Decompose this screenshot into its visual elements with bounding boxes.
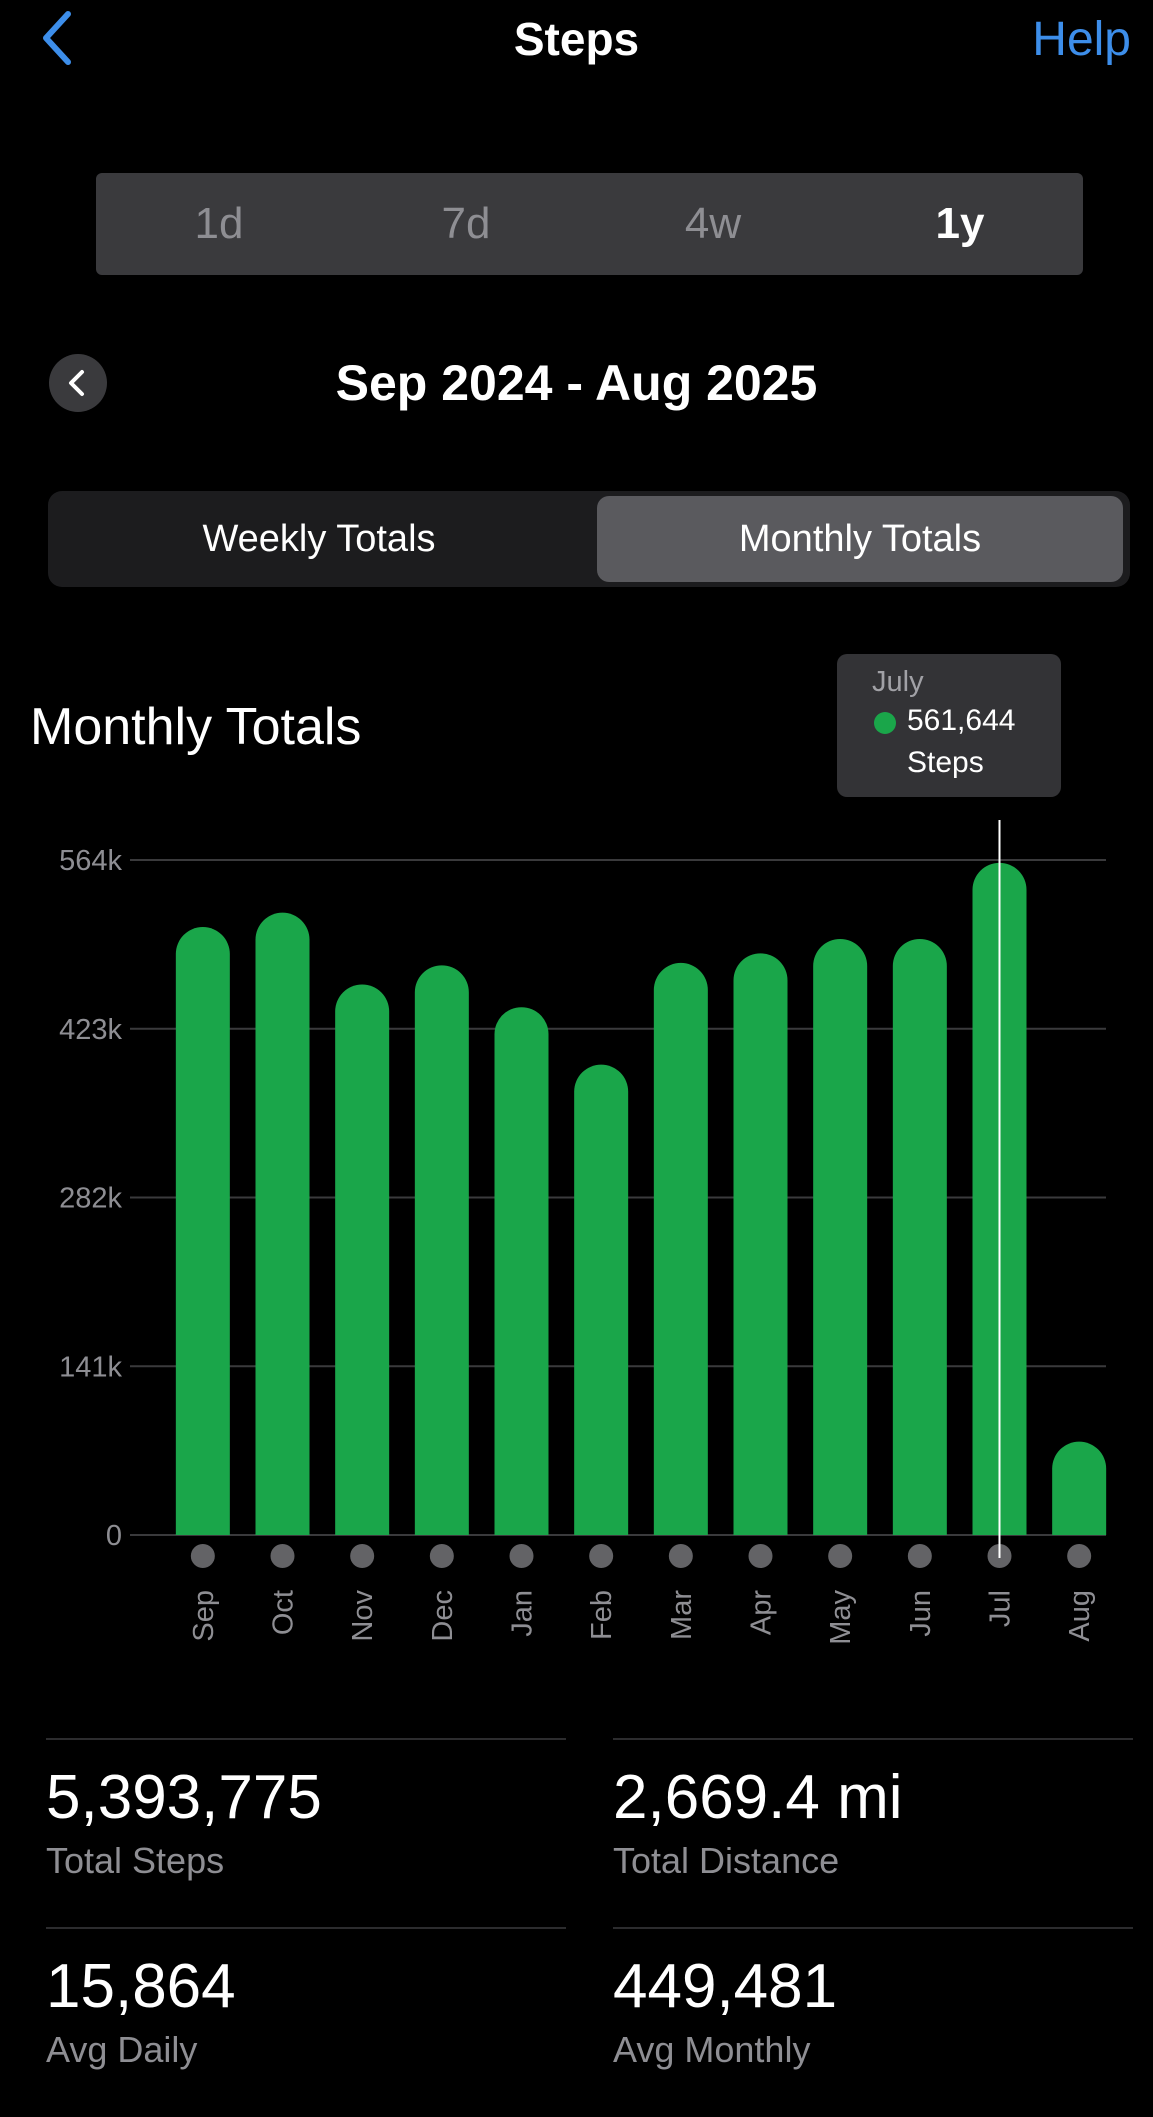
- page-title: Steps: [513, 13, 640, 65]
- x-axis-dot: [668, 1544, 693, 1568]
- bar-may: [813, 938, 868, 1535]
- avg-monthly-label: Avg Monthly: [613, 2029, 811, 2070]
- x-axis-dot: [509, 1544, 534, 1568]
- x-tick-label: Feb: [586, 1590, 618, 1640]
- x-tick-label: Jul: [985, 1590, 1017, 1627]
- back-button[interactable]: [36, 8, 80, 68]
- y-tick-label: 282k: [59, 1183, 122, 1215]
- avg-daily-label: Avg Daily: [46, 2029, 198, 2070]
- x-tick-label: May: [825, 1590, 857, 1645]
- x-tick-label: Sep: [188, 1590, 220, 1642]
- bar-sep: [175, 927, 230, 1535]
- x-axis-dot: [589, 1544, 614, 1568]
- total-steps-label: Total Steps: [46, 1840, 225, 1881]
- range-selector: 1d 7d 4w 1y: [96, 173, 1083, 275]
- bar-nov: [335, 984, 390, 1535]
- x-tick-label: Nov: [347, 1590, 379, 1642]
- x-axis-dot: [190, 1544, 215, 1568]
- bar-jan: [494, 1007, 549, 1535]
- tab-weekly-totals[interactable]: Weekly Totals: [202, 518, 436, 560]
- y-tick-label: 423k: [59, 1014, 122, 1046]
- range-tab-1d[interactable]: 1d: [194, 199, 244, 248]
- bar-dec: [414, 965, 469, 1535]
- total-distance-value: 2,669.4 mi: [613, 1763, 903, 1832]
- x-axis-dot: [350, 1544, 375, 1568]
- x-tick-label: Apr: [746, 1590, 778, 1635]
- y-tick-label: 141k: [59, 1351, 122, 1383]
- x-tick-label: Dec: [427, 1590, 459, 1642]
- bar-feb: [574, 1064, 629, 1535]
- monthly-steps-chart: 0 141k 282k 423k 564k Sep Oct Nov Dec Jan Feb Mar Ap…: [59, 820, 1107, 1645]
- bar-jun: [892, 938, 947, 1535]
- tooltip-month: July: [872, 666, 924, 698]
- range-tab-1y[interactable]: 1y: [935, 199, 985, 248]
- tooltip-unit: Steps: [907, 746, 984, 779]
- x-tick-label: Jun: [905, 1590, 937, 1637]
- y-tick-label: 564k: [59, 845, 122, 877]
- x-tick-label: Mar: [666, 1590, 698, 1640]
- totals-segmented-control: Weekly Totals Monthly Totals: [48, 491, 1130, 587]
- x-axis-dot: [748, 1544, 773, 1568]
- tooltip-series-dot: [874, 712, 896, 734]
- divider: [46, 1738, 566, 1740]
- chart-title: Monthly Totals: [30, 698, 362, 756]
- x-axis-dot: [907, 1544, 932, 1568]
- x-tick-label: Jan: [507, 1590, 539, 1637]
- x-tick-label: Oct: [268, 1590, 300, 1635]
- total-steps-value: 5,393,775: [46, 1763, 322, 1832]
- x-axis-dot: [1067, 1544, 1092, 1568]
- tab-monthly-totals[interactable]: Monthly Totals: [597, 496, 1123, 582]
- range-tab-7d[interactable]: 7d: [441, 199, 491, 248]
- chevron-left-icon: [43, 11, 71, 65]
- bar-oct: [255, 912, 310, 1535]
- bar-aug: [1052, 1441, 1107, 1535]
- chevron-left-icon: [69, 370, 84, 396]
- y-tick-label: 0: [106, 1520, 122, 1552]
- divider: [613, 1927, 1133, 1929]
- x-tick-label: Aug: [1064, 1590, 1096, 1642]
- total-distance-label: Total Distance: [613, 1840, 840, 1881]
- previous-period-button[interactable]: [49, 354, 107, 412]
- x-axis-dot: [828, 1544, 853, 1568]
- avg-monthly-value: 449,481: [613, 1952, 838, 2021]
- divider: [46, 1927, 566, 1929]
- avg-daily-value: 15,864: [46, 1952, 236, 2021]
- tooltip-value: 561,644: [907, 704, 1016, 737]
- range-tab-4w[interactable]: 4w: [684, 199, 742, 248]
- period-label: Sep 2024 - Aug 2025: [335, 355, 818, 411]
- help-button[interactable]: Help: [1032, 13, 1131, 66]
- chart-tooltip: July 561,644 Steps: [837, 654, 1061, 797]
- bar-apr: [733, 953, 788, 1535]
- bar-mar: [653, 962, 708, 1535]
- x-axis-dot: [429, 1544, 454, 1568]
- x-axis-dot: [270, 1544, 295, 1568]
- divider: [613, 1738, 1133, 1740]
